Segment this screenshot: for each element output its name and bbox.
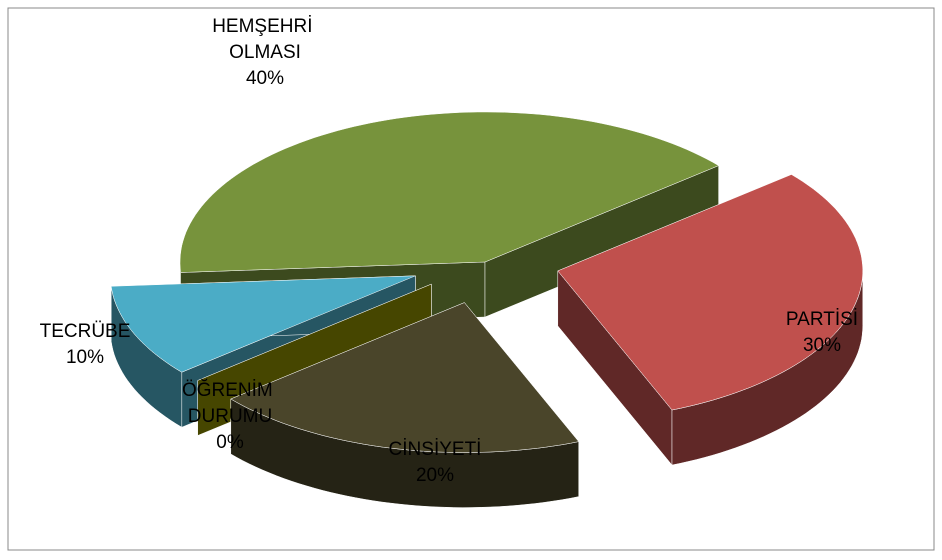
slice-value-label: 10% [66, 347, 104, 368]
slice-value-label: 0% [216, 432, 244, 453]
slice-value-label: 30% [803, 335, 841, 356]
slice-label: CİNSİYETİ [389, 439, 482, 460]
slice-label-line: HEMŞEHRİ [212, 16, 318, 37]
slice-label-line: OLMASI [229, 42, 301, 63]
pie-slice [557, 174, 864, 411]
slice-label-line: ÖĞRENİM [182, 379, 278, 401]
slice-label-line: TECRÜBE [40, 321, 131, 342]
slice-label: PARTİSİ [786, 309, 858, 330]
slice-label-line: PARTİSİ [786, 309, 858, 330]
pie-slice [179, 111, 720, 273]
slice-label-line: DURUMU [188, 406, 272, 427]
slice-label: ÖĞRENİM DURUMU [182, 379, 278, 427]
pie-slice [110, 275, 416, 373]
pie-slice [230, 302, 580, 453]
slice-value-label: 40% [246, 68, 284, 89]
slice-label: TECRÜBE [40, 321, 131, 342]
slice-value-label: 20% [416, 465, 454, 486]
slice-label-line: CİNSİYETİ [389, 439, 482, 460]
slice-label: HEMŞEHRİ OLMASI [212, 16, 318, 63]
